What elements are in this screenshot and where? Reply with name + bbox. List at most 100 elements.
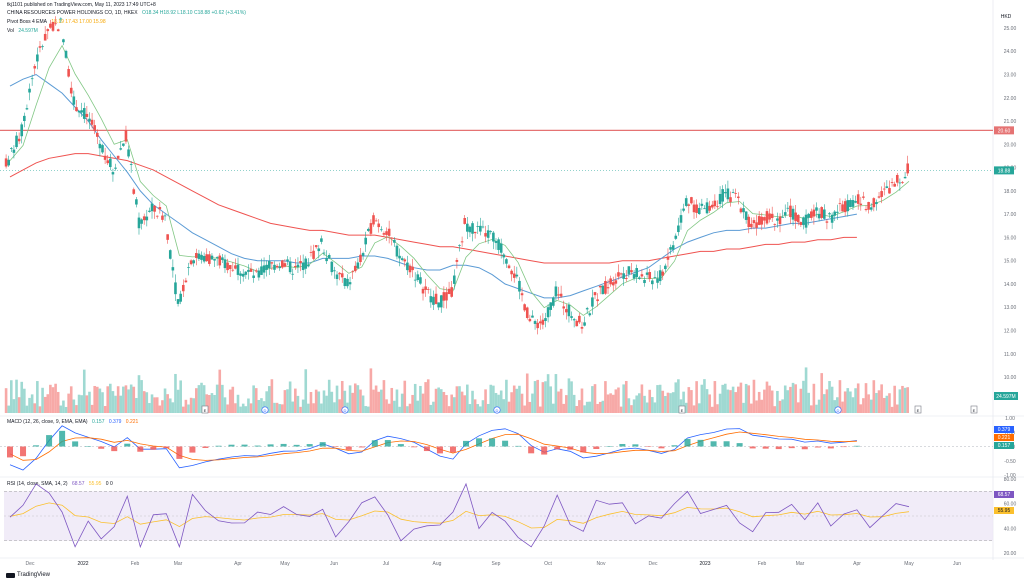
macd-label[interactable]: MACD (12, 26, close, 9, EMA, EMA) (7, 419, 88, 425)
volume-bar (64, 406, 68, 413)
volume-bar (150, 394, 154, 413)
candle-body (737, 196, 740, 199)
volume-bar (286, 389, 289, 413)
tradingview-logo[interactable]: TradingView (6, 572, 50, 578)
candle-body (562, 306, 566, 309)
volume-bar (218, 369, 222, 413)
volume-bar (538, 406, 542, 413)
candle-body (559, 293, 563, 297)
macd-histogram-bar (723, 441, 730, 447)
volume-bar (445, 395, 448, 413)
volume-bar (882, 397, 886, 413)
candle-body (572, 319, 576, 321)
candle-body (723, 192, 727, 194)
volume-bar (692, 405, 696, 413)
macd-histogram-bar (163, 446, 170, 449)
candle-body (88, 118, 91, 122)
candle-body (546, 307, 550, 318)
candle-body (744, 211, 748, 220)
volume-bar (124, 385, 128, 413)
candle-body (239, 273, 242, 276)
candle-body (442, 292, 446, 301)
pivot-label[interactable]: Pivot Boss 4 EMA (7, 19, 48, 25)
volume-bar (257, 400, 261, 413)
macd-tick-label: -1.00 (1004, 473, 1016, 479)
volume-bar (187, 404, 190, 413)
volume-bar (875, 393, 878, 413)
rsi-value-label: 55.95 (998, 508, 1011, 514)
volume-bar (142, 391, 146, 413)
candle-body (340, 273, 344, 278)
vol-label[interactable]: Vol (7, 28, 14, 34)
time-tick-label: Dec (26, 561, 35, 567)
candle-body (843, 201, 847, 213)
volume-bar (739, 382, 743, 413)
candle-body (377, 223, 381, 228)
candle-body (166, 234, 169, 240)
candle-body (906, 163, 909, 174)
candle-body (314, 245, 318, 248)
candle-body (161, 215, 164, 220)
candle-body (215, 256, 219, 258)
candle-body (557, 294, 560, 296)
candle-body (135, 199, 138, 205)
candle-body (768, 213, 771, 220)
macd-value-box (994, 442, 1014, 449)
volume-bar (640, 384, 644, 413)
candle-body (518, 280, 521, 292)
candle-body (531, 315, 534, 318)
candle-body (93, 125, 96, 131)
macd-histogram-bar (228, 444, 235, 447)
candle-body (565, 309, 568, 313)
volume-bar (46, 394, 50, 413)
candle-body (862, 196, 865, 198)
macd-histogram-bar (384, 440, 391, 447)
candle-body (320, 238, 323, 242)
candle-body (424, 286, 427, 290)
candle-body (497, 239, 500, 250)
candle-body (64, 50, 68, 58)
macd-histogram-bar (762, 446, 769, 449)
volume-bar (228, 389, 232, 413)
candle-body (856, 194, 860, 204)
candle-body (111, 172, 115, 175)
candle-body (312, 250, 315, 259)
volume-bar (695, 381, 698, 413)
volume-bar (434, 388, 438, 413)
candle-body (150, 203, 154, 212)
volume-bar (823, 394, 826, 413)
macd-histogram-bar (476, 438, 483, 447)
candle-body (221, 257, 224, 260)
symbol-title[interactable]: CHINA RESOURCES POWER HOLDINGS CO, 1D, H… (7, 10, 138, 16)
candle-body (82, 108, 86, 119)
volume-bar (648, 389, 652, 413)
macd-histogram-bar (515, 445, 522, 447)
candle-body (880, 191, 883, 197)
candle-body (510, 270, 513, 275)
candle-body (210, 255, 214, 260)
candle-body (197, 253, 201, 259)
volume-bar (75, 405, 78, 413)
volume-bar (119, 395, 123, 413)
volume-bar (786, 390, 790, 413)
volume-bar (497, 394, 500, 413)
rsi-label[interactable]: RSI (14, close, SMA, 14, 2) (7, 481, 68, 487)
volume-bar (898, 389, 902, 413)
candle-body (901, 182, 904, 183)
candle-body (841, 204, 844, 212)
candle-body (333, 270, 336, 272)
volume-bar (135, 398, 138, 413)
candle-body (236, 264, 240, 275)
candle-body (552, 297, 555, 306)
candle-body (393, 239, 396, 243)
volume-bar (669, 393, 672, 413)
candle-body (72, 96, 76, 105)
macd-histogram-bar (697, 439, 704, 447)
candle-body (252, 275, 255, 279)
candle-body (327, 254, 331, 259)
macd-histogram-bar (332, 446, 339, 447)
volume-bar (645, 402, 649, 413)
candle-body (267, 261, 271, 269)
volume-bar (630, 405, 633, 413)
